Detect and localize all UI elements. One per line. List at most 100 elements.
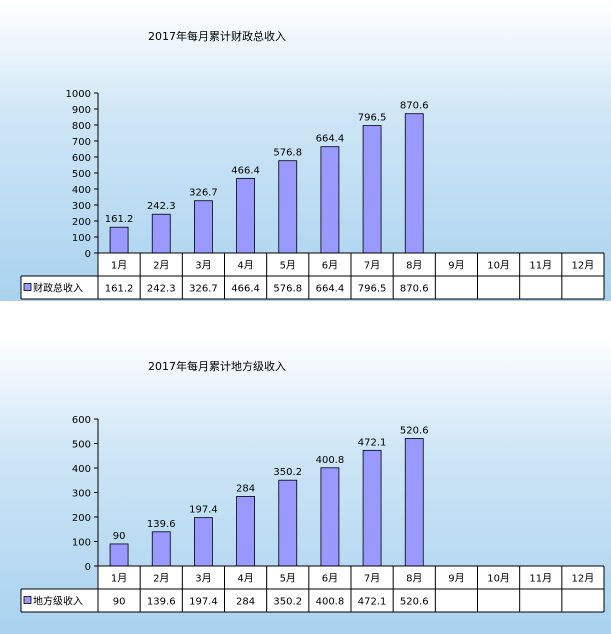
y-tick-label: 700 (72, 137, 91, 148)
data-label: 400.8 (316, 455, 345, 466)
x-category-label: 7月 (364, 573, 380, 585)
y-tick-label: 300 (72, 489, 91, 500)
chart-title: 2017年每月累计地方级收入 (148, 360, 286, 373)
data-label: 326.7 (189, 188, 218, 199)
y-tick-label: 600 (72, 153, 91, 164)
bar (278, 479, 298, 567)
x-category-label: 3月 (195, 573, 211, 585)
data-label: 161.2 (105, 214, 134, 225)
bar (236, 496, 255, 567)
table-legend-cell-bg (21, 276, 98, 299)
x-category-label: 1月 (111, 260, 127, 272)
y-tick-label: 400 (72, 185, 91, 196)
table-value: 870.6 (400, 284, 429, 295)
data-label: 576.8 (273, 148, 302, 159)
data-label: 197.4 (189, 505, 218, 516)
y-tick-label: 0 (85, 249, 91, 260)
x-category-label: 12月 (572, 260, 595, 272)
table-value: 161.2 (105, 284, 134, 295)
bar-chart-local-revenue: 0 100 200 300 400 500 600 90 139.6 197.4 284 350.2 4… (20, 415, 605, 613)
data-label: 796.5 (358, 113, 387, 124)
x-category-label: 7月 (364, 260, 380, 272)
chart-panel-total-revenue: 2017年每月累计财政总收入 0 100 200 300 400 500 600 700 800… (0, 0, 611, 301)
x-category-label: 6月 (322, 573, 338, 585)
table-value: 472.1 (358, 597, 387, 608)
table-legend-cell-bg (21, 589, 98, 612)
legend-swatch (23, 283, 32, 291)
x-category-label: 12月 (572, 573, 595, 585)
table-value: 139.6 (147, 597, 176, 608)
table-value: 520.6 (400, 597, 429, 608)
y-tick-label: 1000 (66, 89, 91, 100)
y-tick-label: 300 (72, 201, 91, 212)
chart-panel-local-revenue: 2017年每月累计地方级收入 0 100 200 300 400 500 600 90 139.… (0, 334, 611, 634)
x-category-label: 10月 (487, 573, 510, 585)
table-value: 326.7 (189, 284, 218, 295)
y-tick-label: 100 (72, 538, 91, 549)
y-tick-label: 500 (72, 440, 91, 451)
x-category-label: 6月 (322, 260, 338, 272)
y-tick-label: 900 (72, 105, 91, 116)
bar (404, 113, 424, 254)
table-value: 350.2 (273, 597, 302, 608)
bar (278, 160, 298, 254)
x-category-label: 8月 (406, 260, 422, 272)
x-category-label: 10月 (487, 260, 510, 272)
x-category-label: 1月 (111, 573, 127, 585)
y-tick-label: 500 (72, 169, 91, 180)
x-category-label: 4月 (237, 260, 253, 272)
bar (236, 177, 255, 254)
x-category-label: 9月 (448, 260, 464, 272)
bar (151, 531, 171, 567)
bar (320, 146, 340, 254)
data-label: 284 (236, 483, 255, 494)
table-value: 242.3 (147, 284, 176, 295)
bar (109, 226, 129, 254)
data-label: 520.6 (400, 425, 429, 436)
legend-series-name: 财政总收入 (33, 282, 83, 295)
data-label: 139.6 (147, 519, 176, 530)
bar (194, 200, 213, 254)
table-value: 197.4 (189, 597, 218, 608)
data-label: 870.6 (400, 101, 429, 112)
y-tick-label: 100 (72, 233, 91, 244)
legend-series-name: 地方级收入 (33, 595, 83, 608)
table-value: 664.4 (316, 284, 345, 295)
x-category-label: 2月 (153, 260, 169, 272)
x-category-label: 3月 (195, 260, 211, 272)
x-category-label: 9月 (448, 573, 464, 585)
y-tick-label: 600 (72, 415, 91, 426)
data-label: 472.1 (358, 437, 387, 448)
x-category-label: 5月 (280, 573, 296, 585)
table-value: 284 (236, 597, 255, 608)
table-value: 90 (113, 597, 126, 608)
data-label: 90 (113, 531, 126, 542)
bar (320, 467, 340, 567)
bar (109, 543, 129, 567)
bar-chart-total-revenue: 0 100 200 300 400 500 600 700 800 900 1000 161.2 242… (20, 89, 605, 300)
bar (151, 213, 171, 254)
y-tick-label: 200 (72, 513, 91, 524)
y-tick-label: 400 (72, 464, 91, 475)
x-category-label: 4月 (237, 573, 253, 585)
table-value: 796.5 (358, 284, 387, 295)
data-label: 664.4 (316, 134, 345, 145)
bar (194, 517, 213, 567)
bar (404, 438, 424, 567)
data-label: 242.3 (147, 201, 176, 212)
data-label: 350.2 (273, 467, 302, 478)
x-category-label: 11月 (529, 260, 552, 272)
x-category-label: 2月 (153, 573, 169, 585)
legend-swatch (23, 596, 32, 604)
x-category-label: 8月 (406, 573, 422, 585)
bar (362, 125, 382, 254)
data-label: 466.4 (231, 165, 260, 176)
chart-title: 2017年每月累计财政总收入 (148, 30, 286, 43)
y-tick-label: 0 (85, 562, 91, 573)
table-value: 576.8 (273, 284, 302, 295)
bar (362, 449, 382, 567)
x-category-label: 5月 (280, 260, 296, 272)
x-category-label: 11月 (529, 573, 552, 585)
table-value: 400.8 (316, 597, 345, 608)
table-value: 466.4 (231, 284, 260, 295)
